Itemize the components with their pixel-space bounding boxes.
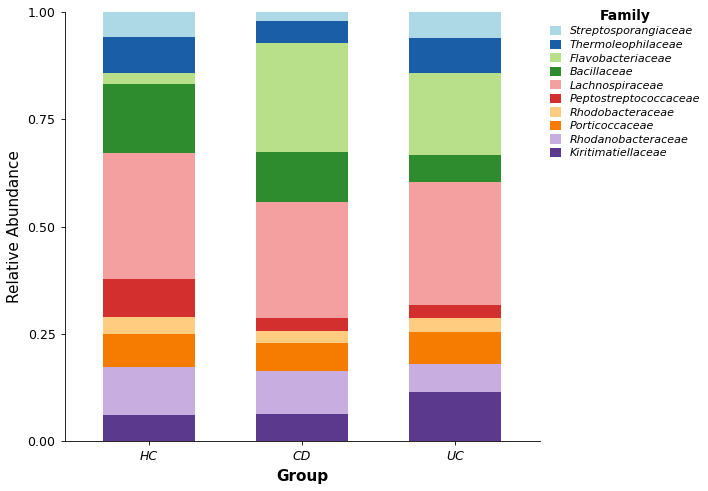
- X-axis label: Group: Group: [276, 469, 328, 484]
- Bar: [409, 364, 501, 392]
- Bar: [103, 83, 195, 153]
- Bar: [103, 37, 195, 73]
- Bar: [256, 21, 348, 43]
- Bar: [256, 330, 348, 343]
- Legend: Streptosporangiaceae, Thermoleophilaceae, Flavobacteriaceae, Bacillaceae, Lachno: Streptosporangiaceae, Thermoleophilaceae…: [550, 9, 700, 159]
- Bar: [256, 413, 348, 441]
- Bar: [103, 415, 195, 441]
- Bar: [103, 334, 195, 367]
- Bar: [256, 43, 348, 152]
- Bar: [103, 12, 195, 37]
- Bar: [256, 318, 348, 330]
- Bar: [256, 12, 348, 21]
- Bar: [409, 73, 501, 155]
- Bar: [103, 367, 195, 415]
- Bar: [256, 202, 348, 318]
- Bar: [409, 183, 501, 305]
- Bar: [409, 332, 501, 364]
- Bar: [409, 12, 501, 38]
- Bar: [256, 343, 348, 371]
- Y-axis label: Relative Abundance: Relative Abundance: [7, 150, 22, 303]
- Bar: [409, 155, 501, 183]
- Bar: [409, 392, 501, 441]
- Bar: [409, 38, 501, 73]
- Bar: [103, 73, 195, 83]
- Bar: [256, 371, 348, 413]
- Bar: [103, 153, 195, 279]
- Bar: [256, 152, 348, 202]
- Bar: [103, 317, 195, 334]
- Bar: [103, 279, 195, 317]
- Bar: [409, 318, 501, 332]
- Bar: [409, 305, 501, 318]
